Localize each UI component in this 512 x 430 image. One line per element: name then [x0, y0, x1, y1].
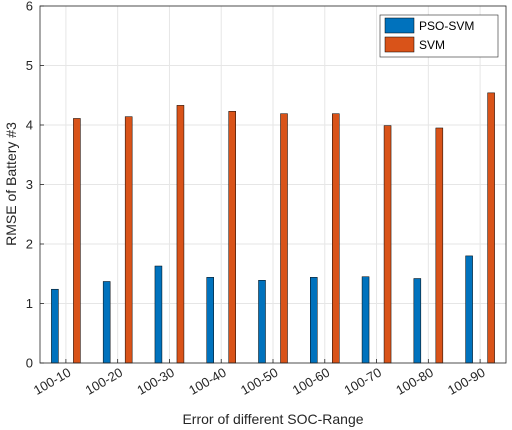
bar-svm-100-80 — [435, 127, 444, 364]
x-tick-label: 100-40 — [186, 365, 229, 398]
x-tick-label: 100-10 — [31, 365, 74, 398]
x-axis-title: Error of different SOC-Range — [182, 411, 363, 427]
grid-lines — [40, 5, 506, 364]
y-tick-label: 1 — [26, 296, 33, 311]
axis-ticks — [40, 5, 481, 364]
bar-pso-svm-100-10 — [51, 288, 59, 364]
bar-svm-100-30 — [176, 105, 185, 364]
legend: PSO-SVM SVM — [379, 14, 499, 58]
x-tick-label: 100-20 — [83, 365, 126, 398]
x-tick-label: 100-50 — [238, 365, 281, 398]
y-axis-title: RMSE of Battery #3 — [3, 122, 19, 246]
x-tick-label: 100-70 — [341, 365, 384, 398]
bar-svm-100-60 — [332, 113, 340, 364]
bar-svm-100-90 — [487, 92, 495, 364]
y-tick-label: 2 — [26, 237, 33, 252]
legend-swatch-pso-svm — [384, 17, 415, 34]
bar-svm-100-20 — [124, 116, 133, 364]
bar-pso-svm-100-90 — [465, 255, 473, 364]
y-tick-labels: 0 1 2 3 4 5 6 — [26, 0, 33, 371]
bar-svm-100-10 — [73, 118, 81, 364]
x-tick-label: 100-90 — [445, 365, 488, 398]
bar-pso-svm-100-30 — [154, 265, 163, 364]
x-tick-labels: 100-10 100-20 100-30 100-40 100-50 100-60 100-… — [31, 365, 488, 398]
bar-svm-100-70 — [383, 125, 392, 364]
bar-pso-svm-100-70 — [361, 276, 370, 364]
bar-svm-100-50 — [280, 113, 288, 364]
x-tick-label: 100-60 — [290, 365, 333, 398]
x-tick-label: 100-30 — [134, 365, 177, 398]
y-tick-label: 5 — [26, 58, 33, 73]
bar-pso-svm-100-20 — [102, 281, 111, 364]
bar-pso-svm-100-80 — [413, 278, 422, 364]
legend-label-svm: SVM — [419, 38, 445, 52]
y-tick-label: 4 — [26, 118, 33, 133]
bar-pso-svm-100-50 — [258, 280, 266, 364]
bar-svm-100-40 — [228, 111, 236, 364]
x-tick-label: 100-80 — [393, 365, 436, 398]
legend-swatch-svm — [384, 36, 415, 53]
legend-label-pso-svm: PSO-SVM — [419, 19, 474, 33]
y-tick-label: 0 — [26, 356, 33, 371]
bar-pso-svm-100-60 — [310, 277, 318, 364]
y-tick-label: 3 — [26, 177, 33, 192]
y-tick-label: 6 — [26, 0, 33, 14]
bar-pso-svm-100-40 — [206, 277, 214, 364]
